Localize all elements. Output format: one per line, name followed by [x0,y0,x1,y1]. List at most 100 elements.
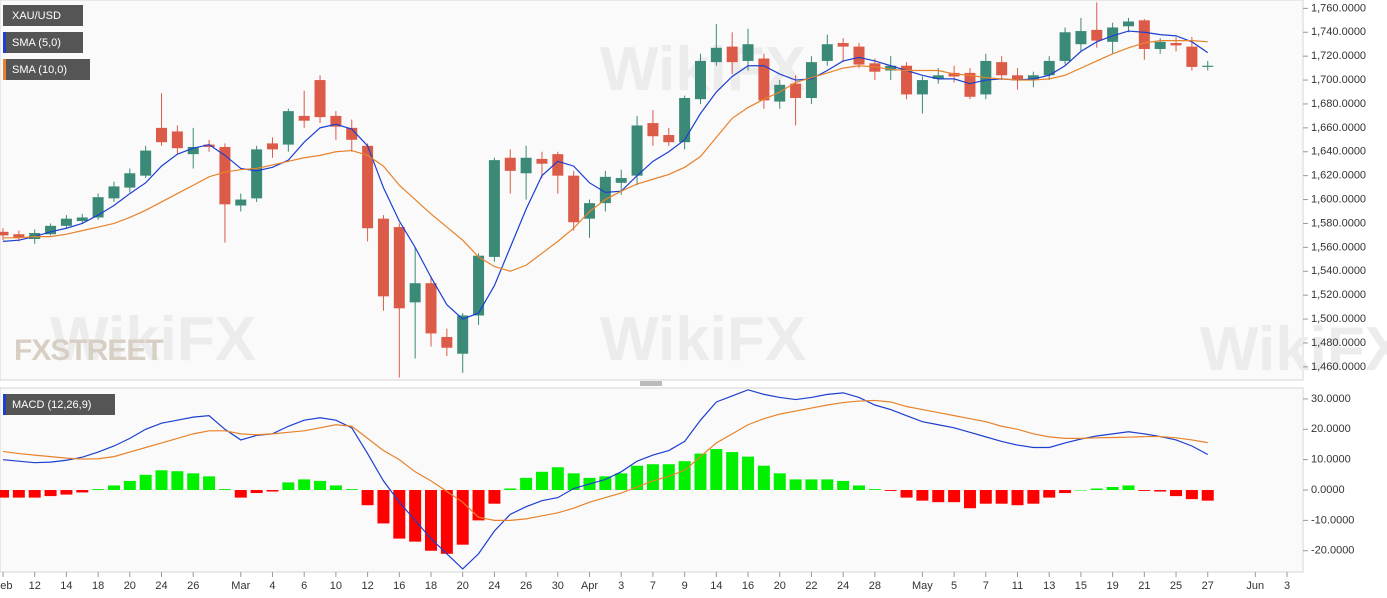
y-tick-label: 1,600.0000 [1311,193,1366,205]
legend-label: MACD (12,26,9) [12,399,91,411]
legend-swatch [3,394,6,415]
histogram-bar [76,490,89,493]
candle-body [251,149,263,199]
histogram-bar [314,480,327,491]
candle-body [346,127,358,140]
histogram-bar [171,471,184,491]
legend-box[interactable] [3,394,115,415]
candle-body [140,150,152,176]
candle-body [457,315,469,354]
histogram-bar [853,485,865,491]
histogram-bar [1170,490,1183,497]
x-tick-label: 3 [618,580,624,592]
candle-body [885,65,897,71]
histogram-bar [726,452,739,491]
histogram-bar [1106,486,1119,491]
histogram-bar [107,485,120,491]
candle-body [1154,41,1166,49]
histogram-bar [1059,490,1072,494]
candle-body [520,157,532,174]
histogram-bar [631,465,644,491]
y-tick-label: -20.0000 [1311,545,1354,557]
candle-body [758,58,770,101]
x-tick-label: 20 [774,580,786,592]
candle-body [932,75,944,79]
x-tick-label: 18 [425,580,437,592]
candle-body [203,144,215,147]
histogram-bar [995,490,1008,504]
candle-body [1027,75,1039,81]
legend-label: SMA (5,0) [12,37,61,49]
candle-body [473,255,485,316]
histogram-bar [567,473,580,491]
histogram-bar [12,490,25,498]
candle-body [362,145,374,229]
macd-line [2,389,1209,570]
histogram-bar [599,476,612,491]
candle-body [441,336,453,348]
histogram-bar [139,474,152,491]
histogram-bar [1027,490,1040,504]
legend-box[interactable] [3,32,83,53]
legend-box[interactable] [3,5,83,26]
candle-body [156,127,168,143]
histogram-bar [361,490,374,506]
candle-body [805,62,817,98]
histogram-bar [92,489,105,491]
candle-body [1075,31,1087,45]
y-tick-label: 1,680.0000 [1311,98,1366,110]
x-tick-label: 14 [60,580,72,592]
y-tick-label: 1,520.0000 [1311,289,1366,301]
histogram-bar [155,470,168,491]
histogram-bar [979,490,992,504]
candle-body [504,157,516,171]
x-tick-label: 20 [457,580,469,592]
candle-body [171,131,183,149]
panel-resize-handle[interactable] [640,381,662,386]
histogram-bar [0,490,9,498]
histogram-bar [234,490,247,498]
x-tick-label: 16 [742,580,754,592]
x-tick-label: May [912,580,933,592]
candle-body [552,154,564,176]
x-tick-label: 14 [710,580,722,592]
histogram-bar [821,479,834,491]
histogram-bar [28,490,41,498]
candle-body [821,44,833,61]
x-tick-label: 24 [488,580,500,592]
candle-body [568,175,580,223]
histogram-bar [488,490,501,504]
histogram-bar [282,482,295,491]
histogram-bar [266,490,279,492]
histogram-bar [218,489,231,491]
y-tick-label: 1,540.0000 [1311,265,1366,277]
histogram-bar [1090,488,1103,491]
candle-body [377,218,389,297]
histogram-bar [393,490,406,539]
candle-body [742,44,754,61]
candle-body [13,234,25,238]
x-tick-label: 3 [1284,580,1290,592]
legend-swatch [3,32,6,53]
histogram-bar [615,473,628,491]
candle-body [615,178,627,183]
candle-body [1012,75,1024,81]
histogram-bar [868,489,881,491]
candle-body [996,62,1008,76]
x-tick-label: 22 [805,580,817,592]
x-tick-label: Apr [581,580,598,592]
legend-label: SMA (10,0) [12,64,67,76]
candle-body [536,158,548,164]
candle-body [298,115,310,121]
legend-box[interactable] [3,59,90,80]
histogram-bar [345,489,358,491]
histogram-bar [757,465,770,491]
candle-body [774,84,786,102]
x-tick-label: 12 [29,580,41,592]
histogram-bar [298,479,311,491]
x-tick-label: 24 [837,580,849,592]
candle-body [1122,21,1134,27]
candle-body [1091,29,1103,41]
candle-body [108,186,120,199]
candle-body [92,197,104,218]
